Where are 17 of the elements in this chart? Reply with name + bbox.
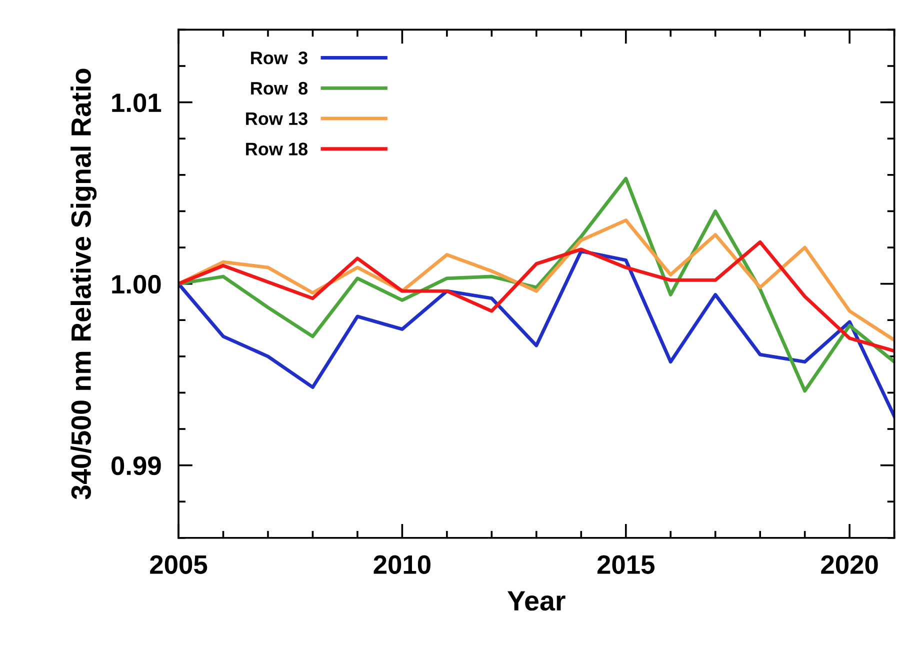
x-tick-label: 2010 [374, 555, 430, 574]
x-tick-label: 2015 [597, 555, 654, 574]
legend-label: Row 3 [251, 52, 308, 64]
y-tick-label: 1.00 [112, 274, 161, 294]
x-axis-title: Year [508, 591, 566, 611]
legend-label: Row 8 [251, 82, 308, 95]
line-series [178, 218, 894, 342]
x-tick-label: 2020 [821, 555, 878, 574]
line-series [178, 240, 894, 353]
line-series [178, 249, 894, 418]
y-tick-label: 1.01 [112, 93, 162, 112]
legend-label: Row 13 [246, 112, 308, 126]
legend-label: Row 18 [246, 142, 308, 156]
y-tick-label: 0.99 [112, 456, 161, 476]
x-tick-label: 2005 [150, 555, 208, 574]
line-series [178, 176, 894, 393]
y-axis-title: 340/500 nm Relative Signal Ratio [70, 68, 97, 500]
